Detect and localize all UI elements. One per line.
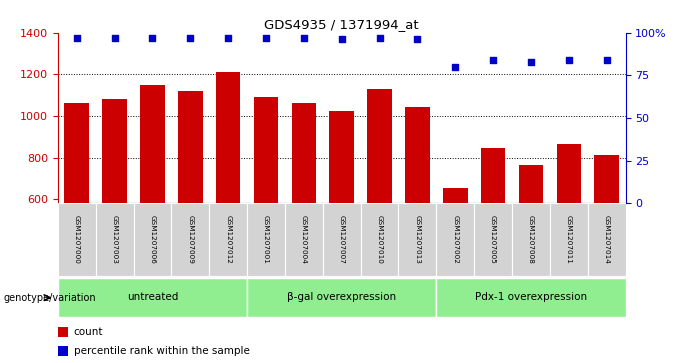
Point (223, 35, 234, 41)
Point (450, 64, 461, 70)
Bar (247, 203, 285, 276)
Text: GSM1207014: GSM1207014 (604, 215, 610, 264)
Bar (58, 203, 96, 276)
Point (601, 57, 612, 63)
Title: GDS4935 / 1371994_at: GDS4935 / 1371994_at (265, 19, 419, 32)
Text: GSM1207011: GSM1207011 (566, 215, 572, 264)
Point (337, 37, 347, 42)
Bar (216, 72, 241, 203)
Bar (96, 203, 133, 276)
Text: Pdx-1 overexpression: Pdx-1 overexpression (475, 292, 587, 302)
Bar (254, 97, 278, 203)
Text: GSM1207010: GSM1207010 (377, 215, 383, 264)
Bar (512, 203, 550, 276)
Point (109, 35, 120, 41)
Bar (65, 103, 89, 203)
Text: untreated: untreated (126, 292, 178, 302)
Bar (285, 203, 323, 276)
Point (71, 35, 82, 41)
Text: GSM1207002: GSM1207002 (452, 215, 458, 264)
Text: GSM1207003: GSM1207003 (112, 215, 118, 264)
Bar (209, 203, 247, 276)
Bar (588, 203, 626, 276)
Bar (556, 144, 581, 203)
Bar (140, 85, 165, 203)
Bar (329, 111, 354, 203)
Bar (594, 155, 619, 203)
Bar (398, 203, 437, 276)
Bar (133, 203, 171, 276)
Bar (474, 203, 512, 276)
Text: GSM1207009: GSM1207009 (187, 215, 193, 264)
Bar (58, 278, 247, 317)
Bar (58, 346, 68, 356)
Bar (171, 203, 209, 276)
Point (488, 57, 498, 63)
Text: GSM1207008: GSM1207008 (528, 215, 534, 264)
Bar (437, 203, 474, 276)
Point (526, 59, 537, 65)
Bar (443, 188, 468, 203)
Point (147, 35, 158, 41)
Bar (178, 91, 203, 203)
Bar (519, 165, 543, 203)
Point (185, 35, 196, 41)
Bar (360, 203, 398, 276)
Bar (437, 278, 626, 317)
Text: GSM1207001: GSM1207001 (263, 215, 269, 264)
Text: GSM1207012: GSM1207012 (225, 215, 231, 264)
Bar (102, 99, 127, 203)
Bar (405, 106, 430, 203)
Text: GSM1207005: GSM1207005 (490, 215, 496, 264)
Bar (323, 203, 360, 276)
Bar (58, 327, 68, 337)
Text: GSM1207007: GSM1207007 (339, 215, 345, 264)
Bar (367, 89, 392, 203)
Text: β-gal overexpression: β-gal overexpression (287, 292, 396, 302)
Text: GSM1207006: GSM1207006 (150, 215, 156, 264)
Text: GSM1207013: GSM1207013 (414, 215, 420, 264)
Text: GSM1207004: GSM1207004 (301, 215, 307, 264)
Point (299, 35, 309, 41)
Bar (292, 103, 316, 203)
Point (374, 35, 385, 41)
Bar (247, 278, 437, 317)
Text: count: count (73, 327, 103, 337)
Point (563, 57, 574, 63)
Text: genotype/variation: genotype/variation (3, 293, 96, 303)
Text: percentile rank within the sample: percentile rank within the sample (73, 346, 250, 356)
Point (260, 35, 271, 41)
Bar (481, 148, 505, 203)
Text: GSM1207000: GSM1207000 (73, 215, 80, 264)
Point (412, 37, 423, 42)
Bar (550, 203, 588, 276)
